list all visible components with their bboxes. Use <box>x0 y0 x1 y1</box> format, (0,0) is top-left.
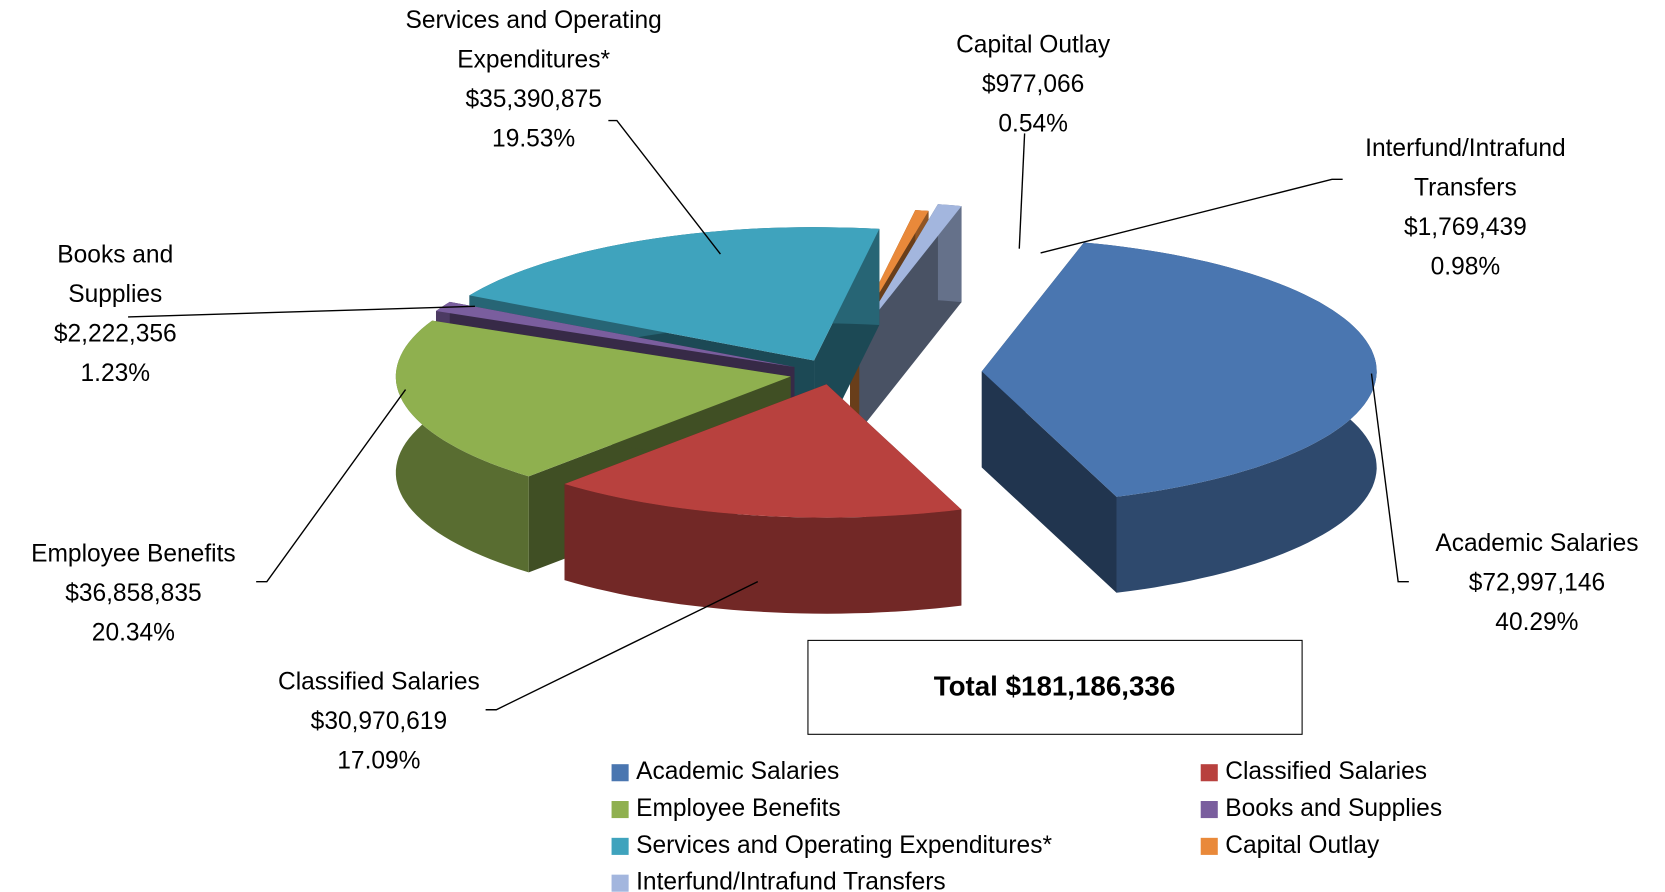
callout-name: Classified Salaries <box>278 669 480 696</box>
callout-percent: 1.23% <box>80 360 150 387</box>
slice-top <box>859 204 962 335</box>
callout-name: Books and <box>57 242 173 269</box>
legend-swatch <box>1200 837 1218 855</box>
callout-name: Expenditures* <box>457 46 610 73</box>
legend-swatch <box>611 874 629 892</box>
legend-swatch <box>611 801 629 819</box>
slice-top <box>435 301 795 368</box>
chart-area: Total $181,186,336 Academic Salaries $72,… <box>31 7 1638 892</box>
slice <box>564 384 962 614</box>
legend-label: Services and Operating Expenditures* <box>636 832 1052 859</box>
legend-swatch <box>611 837 629 855</box>
callout-percent: 0.98% <box>1431 253 1501 280</box>
slice-wall <box>564 484 962 614</box>
callout-name: Academic Salaries <box>1435 530 1638 557</box>
slice <box>859 204 962 431</box>
leader-line <box>1018 133 1026 249</box>
callout-name: Supplies <box>68 281 162 308</box>
callout-name: Employee Benefits <box>31 540 236 567</box>
slice-top <box>469 227 880 361</box>
callout-percent: 20.34% <box>92 619 175 646</box>
legend-swatch <box>611 764 629 782</box>
leader-line <box>128 305 475 318</box>
legend-label: Books and Supplies <box>1225 795 1442 822</box>
callout-name: Services and Operating <box>405 7 661 34</box>
callout-value: $1,769,439 <box>1404 214 1527 241</box>
callout-name: Capital Outlay <box>956 31 1111 58</box>
slice-top <box>564 384 962 518</box>
total-label: Total $181,186,336 <box>934 671 1176 702</box>
callout-value: $36,858,835 <box>65 580 201 607</box>
callout-name: Transfers <box>1414 174 1517 201</box>
slice-top <box>395 320 791 477</box>
leader-line <box>1370 373 1409 583</box>
leader-line <box>1040 178 1343 254</box>
callout-value: $72,997,146 <box>1469 569 1605 596</box>
callout-percent: 0.54% <box>998 110 1068 137</box>
slice-side <box>859 206 962 431</box>
slice-top <box>981 242 1377 497</box>
legend-label: Academic Salaries <box>636 758 839 785</box>
callout-percent: 19.53% <box>492 125 575 152</box>
slice-wall <box>937 204 962 303</box>
leader-line <box>485 581 759 711</box>
callout-value: $35,390,875 <box>465 86 601 113</box>
legend-label: Interfund/Intrafund Transfers <box>636 869 946 892</box>
callout-value: $2,222,356 <box>54 321 177 348</box>
total-box <box>807 639 1303 735</box>
legend-swatch <box>1200 801 1218 819</box>
callout-value: $30,970,619 <box>311 708 447 735</box>
leader-line <box>608 119 721 255</box>
leader-line <box>256 389 407 583</box>
callout-percent: 17.09% <box>337 748 420 775</box>
legend-label: Employee Benefits <box>636 795 841 822</box>
callout-percent: 40.29% <box>1495 609 1578 636</box>
legend-swatch <box>1200 764 1218 782</box>
slice <box>981 242 1377 593</box>
callout-value: $977,066 <box>982 71 1084 98</box>
legend-label: Classified Salaries <box>1225 758 1427 785</box>
slice-side <box>981 371 1117 593</box>
callout-name: Interfund/Intrafund <box>1365 135 1565 162</box>
legend-label: Capital Outlay <box>1225 832 1380 859</box>
